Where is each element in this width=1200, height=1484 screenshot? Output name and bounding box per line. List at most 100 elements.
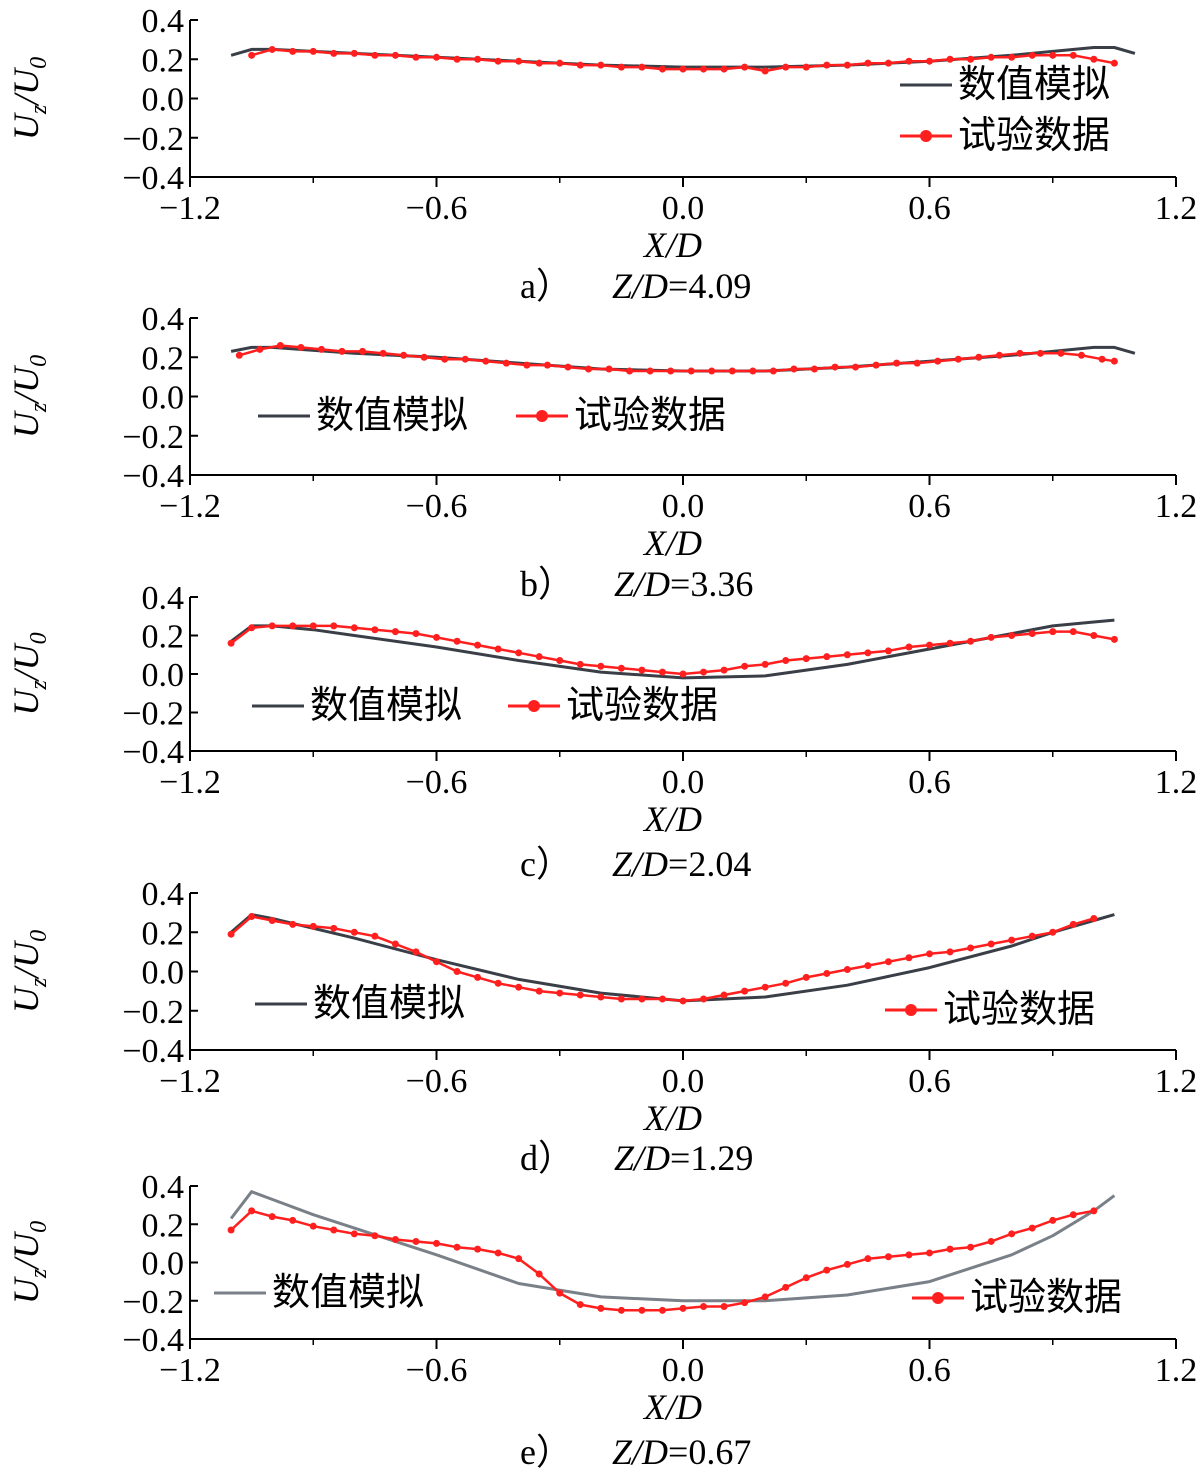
data-point [338, 347, 346, 355]
legend-item: 试验数据 [516, 393, 726, 437]
y-tick-label: −0.4 [122, 734, 184, 771]
data-point [227, 639, 235, 647]
data-point [433, 53, 440, 61]
x-tick-label: 0.0 [662, 764, 705, 801]
y-tick-label: 0.2 [142, 1207, 185, 1244]
data-point [412, 1237, 420, 1245]
legend-item: 试验数据 [900, 113, 1110, 157]
x-tick-label: −0.6 [406, 190, 468, 227]
data-point [720, 1302, 728, 1310]
data-point [1008, 1230, 1016, 1238]
data-point [309, 622, 317, 630]
data-point [235, 351, 243, 359]
data-point [987, 633, 995, 641]
data-point [441, 355, 449, 363]
x-tick-label: −1.2 [159, 764, 221, 801]
data-point [987, 940, 995, 948]
data-point [926, 950, 933, 958]
data-point [453, 1243, 461, 1251]
data-point [248, 624, 256, 632]
data-point [761, 983, 769, 991]
legend-label: 试验数据 [970, 1275, 1122, 1319]
data-point [913, 359, 921, 367]
x-tick-label: −0.6 [406, 488, 468, 525]
data-point [905, 643, 913, 651]
data-point [823, 61, 831, 69]
y-label-sub: z [26, 1268, 52, 1279]
data-point [802, 973, 810, 981]
data-point [782, 979, 790, 987]
panel-label: a） [520, 266, 572, 306]
x-tick-label: 0.6 [908, 1063, 951, 1100]
data-point [967, 637, 975, 645]
data-point [802, 1274, 810, 1282]
y-label-part: U [6, 985, 46, 1013]
data-point [248, 913, 256, 921]
y-tick-label: 0.4 [142, 876, 185, 913]
x-tick-label: −0.6 [406, 764, 468, 801]
y-label-slash: /U [6, 67, 46, 107]
data-point [330, 49, 338, 57]
data-point [268, 45, 276, 53]
y-label-sub: z [26, 680, 52, 691]
data-point [1008, 53, 1016, 61]
data-point [700, 1302, 708, 1310]
data-point [371, 51, 379, 59]
y-label-part: U [6, 410, 46, 438]
y-tick-label: 0.0 [142, 1246, 185, 1283]
data-point [946, 1245, 954, 1253]
data-point [638, 1306, 646, 1314]
data-point [379, 349, 387, 357]
caption-value: =0.67 [668, 1432, 751, 1472]
data-point [350, 624, 358, 632]
data-point [658, 668, 666, 676]
data-point [494, 645, 502, 653]
data-point [453, 637, 461, 645]
caption-variable: Z/D [612, 266, 668, 306]
x-tick-label: −1.2 [159, 488, 221, 525]
data-point [433, 633, 440, 641]
data-point [905, 57, 913, 65]
data-point [946, 639, 954, 647]
caption-variable: Z/D [612, 1432, 668, 1472]
data-point [494, 1249, 502, 1257]
chart-panel-a: 0.40.20.0−0.2−0.4−1.2 −0.6 0.0 0.6 1.2Uz/U0X… [6, 3, 1197, 306]
chart-panel-b: 0.40.20.0−0.2−0.4−1.2 −0.6 0.0 0.6 1.2Uz/U0X… [6, 301, 1197, 604]
legend-swatch-marker [932, 1292, 944, 1304]
legend-label: 数值模拟 [316, 393, 468, 437]
panel-caption: b） Z/D=3.36 [520, 564, 753, 604]
data-point [934, 357, 942, 365]
x-tick-label: 1.2 [1155, 1352, 1198, 1389]
data-point [954, 355, 962, 363]
y-label-part: U [6, 112, 46, 140]
data-point [535, 59, 543, 67]
x-axis-label: X/D [642, 1387, 702, 1427]
data-point [289, 920, 297, 928]
data-point [700, 668, 708, 676]
data-point [884, 958, 892, 966]
data-point [330, 924, 338, 932]
legend-label: 数值模拟 [313, 981, 465, 1025]
data-point [391, 940, 399, 948]
y-tick-label: 0.2 [142, 340, 185, 377]
x-tick-label: 0.0 [662, 1063, 705, 1100]
y-label-sub: 0 [26, 632, 52, 644]
x-tick-label: −0.6 [406, 1063, 468, 1100]
chart-panel-e: 0.40.20.0−0.2−0.4−1.2 −0.6 0.0 0.6 1.2Uz/U0X… [6, 1169, 1197, 1472]
x-tick-label: 0.6 [908, 488, 951, 525]
data-point [823, 1266, 831, 1274]
y-axis-label: Uz/U0 [6, 632, 52, 715]
data-point [248, 1207, 256, 1215]
data-point [1078, 351, 1086, 359]
panel-caption: a） Z/D=4.09 [520, 266, 751, 306]
legend-label: 试验数据 [943, 987, 1095, 1031]
data-point [769, 367, 777, 375]
x-tick-label: 1.2 [1155, 764, 1198, 801]
y-tick-label: 0.4 [142, 3, 185, 40]
x-axis-label: X/D [642, 799, 702, 839]
data-point [658, 995, 666, 1003]
x-tick-label: −1.2 [159, 1352, 221, 1389]
data-point [843, 61, 851, 69]
y-axis-label: Uz/U0 [6, 355, 52, 438]
data-point [576, 1301, 584, 1309]
